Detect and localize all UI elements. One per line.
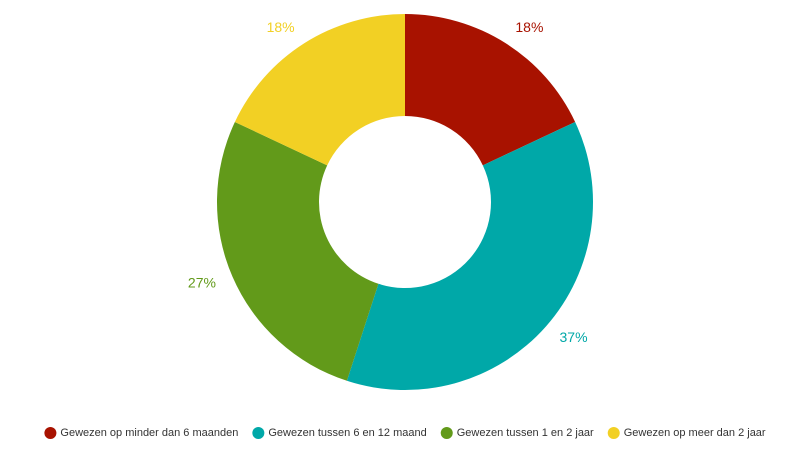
donut-slice xyxy=(217,121,379,381)
donut-slice xyxy=(234,14,405,166)
legend-label: Gewezen tussen 1 en 2 jaar xyxy=(457,427,594,439)
data-label: 37% xyxy=(560,329,588,345)
legend-label: Gewezen op meer dan 2 jaar xyxy=(624,427,766,439)
donut-slice xyxy=(405,14,576,166)
legend: Gewezen op minder dan 6 maanden Gewezen t… xyxy=(44,427,766,439)
legend-marker xyxy=(440,427,453,439)
data-label: 18% xyxy=(515,19,543,35)
legend-label: Gewezen tussen 6 en 12 maand xyxy=(268,427,426,439)
data-label: 18% xyxy=(267,19,295,35)
legend-marker xyxy=(44,427,57,439)
legend-marker xyxy=(607,427,620,439)
donut-slice xyxy=(346,121,593,390)
legend-marker xyxy=(252,427,265,439)
legend-label: Gewezen op minder dan 6 maanden xyxy=(60,427,238,439)
data-label: 27% xyxy=(188,275,216,291)
